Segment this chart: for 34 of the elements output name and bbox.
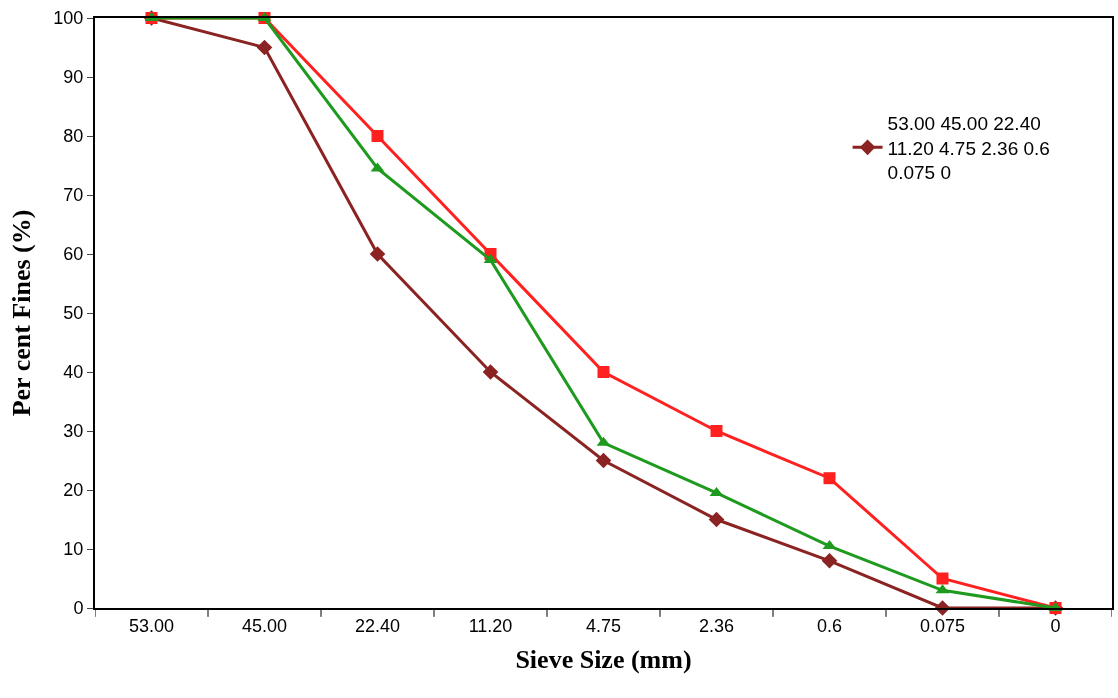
- x-tick-label: 4.75: [585, 615, 622, 636]
- point: [595, 452, 612, 469]
- point: [371, 130, 384, 142]
- point: [369, 246, 386, 262]
- y-tick-label: 50: [63, 303, 84, 324]
- x-tick-label: 22.40: [354, 615, 401, 636]
- x-tick-label: 11.20: [468, 615, 513, 636]
- point: [936, 572, 949, 585]
- point: [708, 511, 725, 528]
- point: [597, 366, 610, 378]
- x-tick-label: 0.075: [919, 615, 966, 636]
- point: [256, 39, 273, 56]
- point: [482, 364, 499, 380]
- point: [823, 472, 836, 485]
- y-tick-label: 100: [53, 8, 84, 29]
- x-tick-label: 2.36: [698, 615, 735, 636]
- x-tick-label: 0.6: [816, 615, 843, 636]
- y-axis-title: Per cent Fines (%): [7, 209, 37, 417]
- legend-label: 53.00 45.00 22.40 11.20 4.75 2.36 0.6 0.075 0: [887, 113, 1050, 184]
- y-tick-label: 90: [63, 67, 84, 88]
- point: [710, 425, 723, 437]
- y-tick-label: 70: [63, 185, 84, 206]
- y-tick-label: 20: [63, 480, 84, 501]
- y-tick-label: 40: [63, 362, 84, 383]
- y-tick-label: 30: [63, 421, 84, 442]
- y-tick-label: 80: [63, 126, 84, 147]
- x-tick-label: 53.00: [128, 615, 175, 636]
- x-axis-title: Sieve Size (mm): [515, 644, 692, 674]
- x-tick-label: 0: [1050, 615, 1061, 636]
- y-tick-label: 0: [73, 598, 84, 619]
- point: [821, 553, 838, 569]
- x-tick-label: 45.00: [241, 615, 288, 636]
- y-tick-label: 60: [63, 244, 84, 265]
- y-tick-label: 10: [63, 539, 84, 560]
